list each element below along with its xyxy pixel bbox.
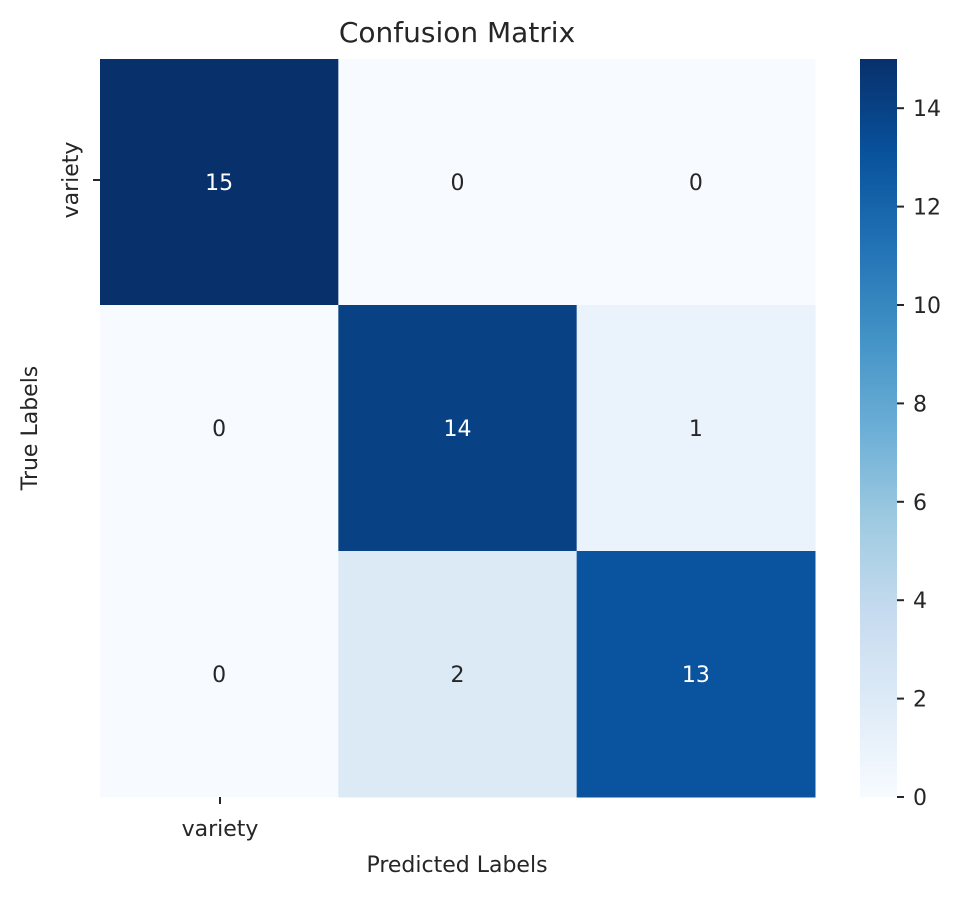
colorbar-tick-label: 10 — [913, 294, 941, 319]
heatmap-cell — [576, 305, 816, 552]
colorbar-tick-label: 4 — [913, 589, 927, 614]
colorbar-tick-label: 14 — [913, 97, 941, 122]
colorbar-tick-label: 8 — [913, 392, 927, 417]
heatmap-cell — [100, 59, 339, 306]
colorbar-ticks: 0 2 4 6 8 10 12 14 — [897, 97, 941, 811]
heatmap-cell-labels: 15 0 0 0 14 1 0 2 13 — [205, 171, 710, 688]
heatmap-cell-label: 1 — [689, 417, 703, 442]
heatmap-cell-label: 0 — [212, 417, 226, 442]
heatmap-cell — [100, 551, 339, 798]
colorbar-tick-label: 0 — [913, 786, 927, 811]
y-axis-label: True Labels — [18, 366, 43, 492]
heatmap-cell — [338, 59, 578, 306]
heatmap-cell-label: 0 — [451, 171, 465, 196]
heatmap-cell-label: 14 — [444, 417, 472, 442]
x-tick-label-0: variety — [182, 817, 259, 842]
heatmap-cell — [338, 305, 578, 552]
colorbar-tick-label: 6 — [913, 491, 927, 516]
heatmap-cell — [576, 59, 816, 306]
heatmap-cells — [100, 59, 816, 798]
heatmap-cell-label: 2 — [451, 663, 465, 688]
heatmap-cell-label: 13 — [682, 663, 710, 688]
heatmap-cell — [338, 551, 578, 798]
chart-title: Confusion Matrix — [339, 16, 575, 49]
heatmap-cell-label: 0 — [689, 171, 703, 196]
heatmap-cell — [576, 551, 816, 798]
colorbar-tick-label: 12 — [913, 196, 941, 221]
heatmap-cell-label: 0 — [212, 663, 226, 688]
colorbar-tick-label: 2 — [913, 688, 927, 713]
colorbar — [860, 59, 897, 797]
heatmap-cell — [100, 305, 339, 552]
y-tick-label-0: variety — [59, 142, 84, 219]
x-axis-label: Predicted Labels — [366, 853, 547, 878]
heatmap-cell-label: 15 — [205, 171, 233, 196]
